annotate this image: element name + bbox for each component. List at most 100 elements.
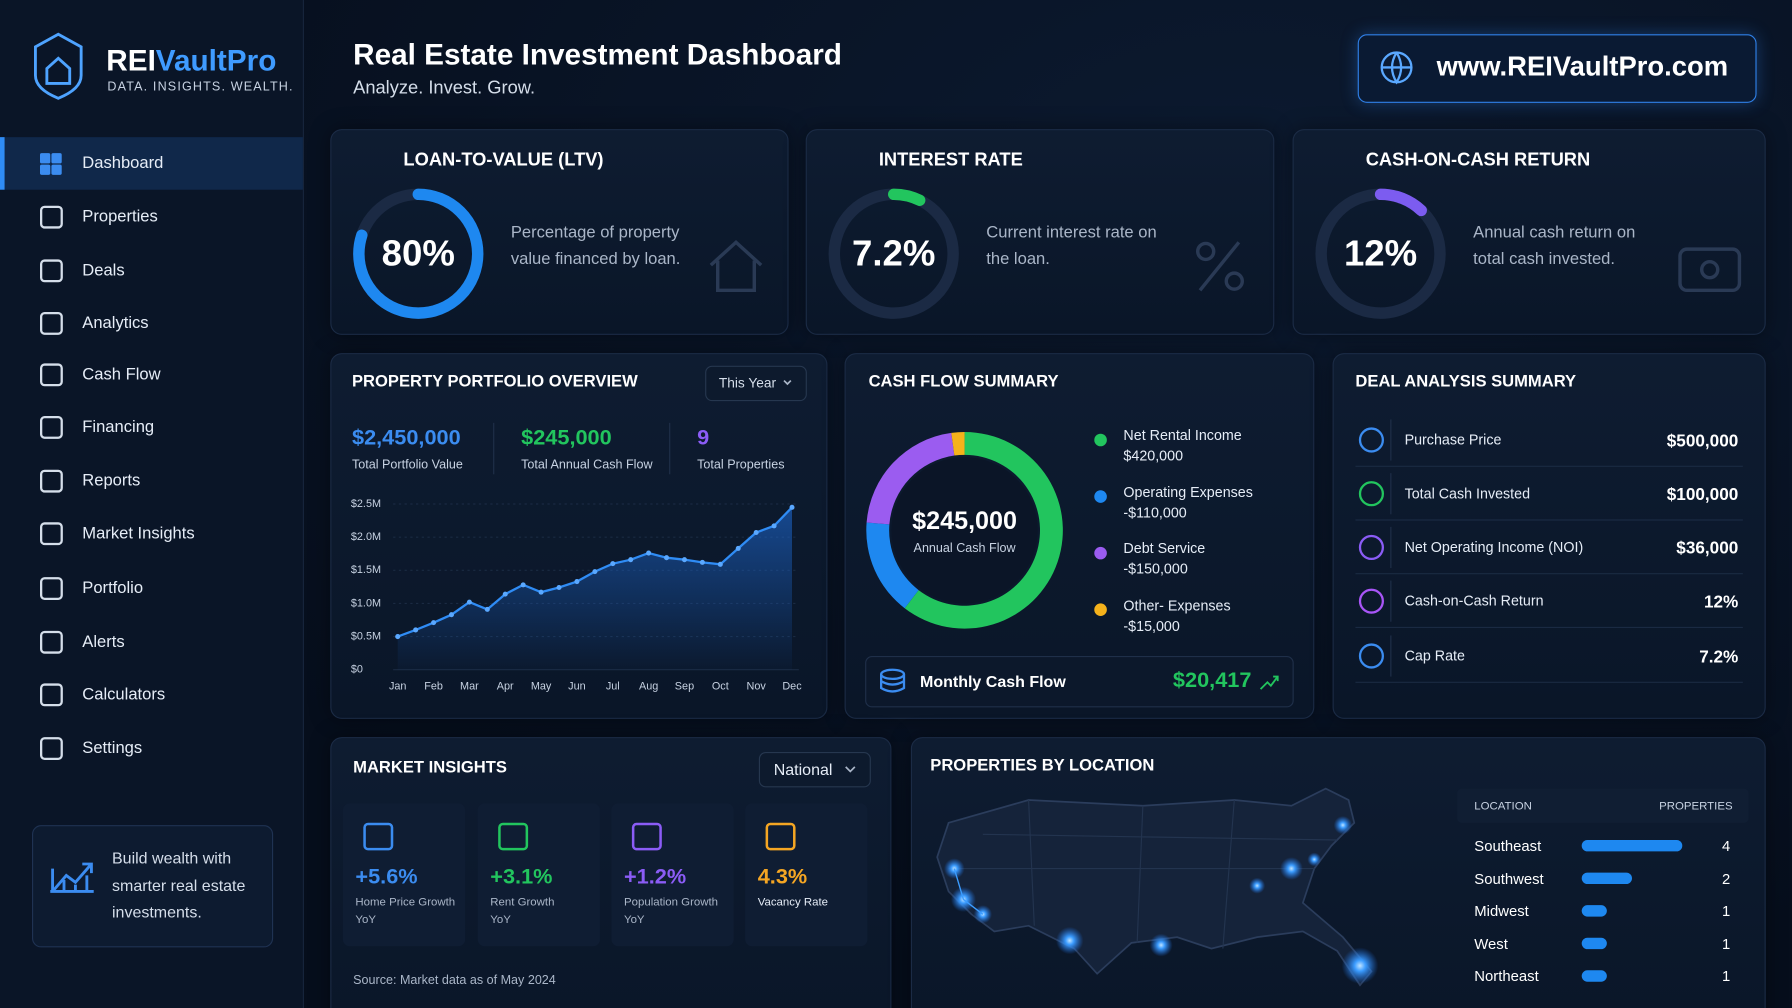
insight-tile <box>342 803 466 947</box>
bar <box>1581 970 1607 982</box>
nav-item[interactable]: Reports <box>82 471 141 491</box>
nav-item[interactable]: Cash Flow <box>82 365 161 384</box>
coins-icon <box>879 668 906 680</box>
point <box>753 529 759 536</box>
legend-value: $420,000 <box>1123 447 1184 464</box>
point <box>771 523 777 529</box>
logo-house <box>45 56 72 85</box>
insight-tile <box>611 803 734 947</box>
insight-value: 4.3% <box>757 865 808 890</box>
map-dot <box>1307 852 1322 867</box>
y-tick-label: $2.5M <box>350 497 382 511</box>
page-title: Real Estate Investment Dashboard <box>353 37 842 72</box>
monthly-box <box>865 655 1294 708</box>
row-icon <box>1358 481 1384 507</box>
globe-icon <box>1381 51 1412 85</box>
nav-icon <box>39 259 63 283</box>
percent-icon <box>1195 241 1216 262</box>
nav-item[interactable]: Properties <box>82 207 158 227</box>
map-borders <box>948 799 1338 949</box>
point <box>681 557 687 563</box>
bar-value: 4 <box>1722 837 1731 855</box>
nav-item[interactable]: Portfolio <box>82 579 144 598</box>
card-title: DEAL ANALYSIS SUMMARY <box>1355 372 1577 391</box>
table-header <box>1457 788 1749 823</box>
insight-sub: YoY <box>490 913 511 927</box>
donut-segment <box>866 432 955 525</box>
stat-value: $2,450,000 <box>351 426 461 451</box>
map-dot <box>1249 877 1266 894</box>
insight-icon <box>765 822 796 851</box>
map-route <box>953 868 984 915</box>
bar <box>1581 872 1632 884</box>
y-tick-label: $0 <box>350 663 363 676</box>
nav-item[interactable]: Calculators <box>82 685 166 704</box>
kpi-description: Current interest rate on the loan. <box>986 223 1157 269</box>
website-button[interactable] <box>1357 34 1757 103</box>
nav-item[interactable]: Deals <box>82 261 125 280</box>
row-value: 12% <box>1703 592 1739 612</box>
bar-value: 2 <box>1722 869 1731 887</box>
logo-shield <box>33 32 83 100</box>
website-link: www.REIVaultPro.com <box>1436 51 1729 83</box>
nav-icon <box>39 205 63 229</box>
us-map <box>936 787 1373 987</box>
y-tick-label: $1.5M <box>350 563 382 577</box>
row-icon <box>1358 534 1384 560</box>
x-tick-label: Dec <box>782 680 802 694</box>
nav-icon <box>39 164 51 175</box>
card-title: MARKET INSIGHTS <box>353 758 507 778</box>
location-name: Midwest <box>1474 902 1529 920</box>
filter-button[interactable] <box>705 365 807 402</box>
y-tick-label: $1.0M <box>350 597 382 610</box>
bar-value: 1 <box>1722 902 1731 920</box>
location-name: Southeast <box>1474 837 1542 855</box>
x-tick-label: May <box>530 680 552 694</box>
row-icon <box>1358 588 1384 614</box>
promo-text: Build wealth with smarter real estate in… <box>111 848 246 921</box>
map-shape <box>936 787 1373 987</box>
kpi-card <box>330 129 789 335</box>
insight-value: +5.6% <box>355 865 418 890</box>
nav-item[interactable]: Dashboard <box>82 154 164 173</box>
stat-value: 9 <box>697 426 710 451</box>
insight-tile <box>477 803 600 947</box>
x-tick-label: Sep <box>674 680 695 694</box>
map-dot <box>1341 947 1379 984</box>
nav-item[interactable]: Alerts <box>82 633 125 652</box>
location-name: West <box>1474 934 1508 952</box>
insight-sub: YoY <box>355 913 376 927</box>
point <box>448 612 454 618</box>
bar <box>1581 839 1683 852</box>
legend-value: -$110,000 <box>1123 504 1187 521</box>
x-tick-label: Nov <box>746 680 766 694</box>
promo-icon <box>50 862 94 893</box>
legend-dot <box>1094 490 1107 503</box>
nav-item[interactable]: Market Insights <box>82 524 195 543</box>
house-icon <box>709 239 763 292</box>
stat-label: Total Properties <box>697 458 785 472</box>
page-subtitle: Analyze. Invest. Grow. <box>353 78 536 99</box>
nav-item[interactable]: Settings <box>82 739 143 758</box>
coins-icon <box>879 674 906 693</box>
y-tick-label: $0.5M <box>350 630 382 643</box>
legend-name: Net Rental Income <box>1123 427 1242 444</box>
nav-item[interactable]: Analytics <box>82 314 149 333</box>
gauge-arc <box>1315 188 1446 319</box>
kpi-description: Percentage of property value financed by… <box>510 223 681 269</box>
row-icon <box>1358 643 1384 669</box>
insight-label: Home Price Growth <box>355 896 456 910</box>
point <box>610 561 616 567</box>
x-tick-label: Feb <box>424 680 443 694</box>
kpi-card <box>805 129 1275 335</box>
insight-value: +1.2% <box>623 865 687 890</box>
point <box>556 585 562 591</box>
nav-item[interactable]: Financing <box>82 418 155 437</box>
map-dot <box>943 858 965 879</box>
point <box>538 589 544 595</box>
insight-tile <box>745 803 868 947</box>
point <box>628 557 634 563</box>
